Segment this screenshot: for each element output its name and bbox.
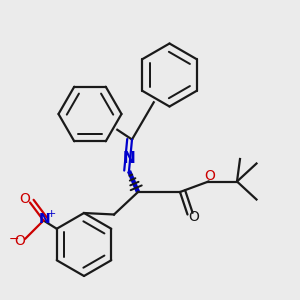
Text: O: O — [19, 192, 30, 206]
Text: +: + — [47, 209, 57, 219]
Text: N: N — [39, 212, 51, 226]
Text: O: O — [205, 169, 215, 183]
Text: O: O — [188, 210, 199, 224]
Text: O: O — [15, 234, 26, 248]
Text: N: N — [123, 151, 135, 166]
Text: −: − — [8, 232, 19, 246]
